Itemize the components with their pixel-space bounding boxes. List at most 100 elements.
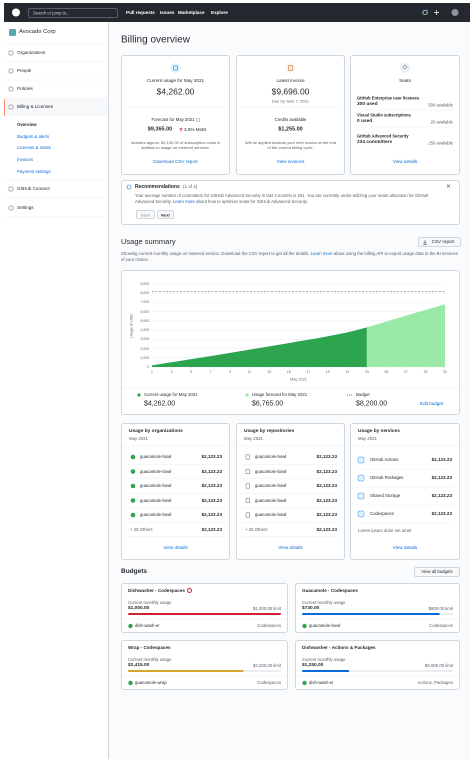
seat-used: 234 committers xyxy=(357,139,393,145)
invoice-card xyxy=(236,55,345,175)
budget-card xyxy=(121,640,288,690)
budget-usage: $1,250.00 xyxy=(302,662,324,668)
budget-bar xyxy=(128,613,281,615)
budget-services: Codespaces xyxy=(429,623,453,629)
x-tick-label: 1 xyxy=(151,369,153,374)
csv-button[interactable] xyxy=(418,237,461,247)
breakdown-link[interactable]: View details xyxy=(163,545,188,551)
breakdown-name: + 25 Others xyxy=(245,526,268,532)
seats-link[interactable]: View details xyxy=(392,159,418,165)
sidebar-item[interactable]: Billing & Licenses xyxy=(17,104,54,110)
breakdown-amount: $2,123.23 xyxy=(201,468,222,474)
sidebar-icon xyxy=(8,50,14,56)
y-tick-label: 7,000 xyxy=(140,300,150,305)
x-tick-label: 15 xyxy=(286,369,291,374)
forecast-amount: $9,365.00 xyxy=(147,126,173,133)
budget-limit: $3,200.00 limit xyxy=(253,663,281,669)
close-icon xyxy=(446,184,451,188)
sidebar-item[interactable]: Settings xyxy=(17,205,34,211)
y-tick-label: 4,000 xyxy=(140,327,150,332)
seats-icon xyxy=(400,63,410,73)
invoice-glyph xyxy=(288,65,293,71)
next-button[interactable] xyxy=(157,210,174,219)
x-tick-label: 17 xyxy=(306,369,311,374)
breakdown-amount: $2,123.23 xyxy=(431,457,452,463)
breakdown-amount: $2,123.23 xyxy=(201,497,222,503)
breakdown-name: Codespaces xyxy=(370,511,394,517)
usage-icon xyxy=(170,63,181,73)
recommendations-title: Recommendations xyxy=(135,183,180,190)
inline-link[interactable]: Learn more xyxy=(310,251,333,256)
seat-available: 250 available xyxy=(428,140,453,146)
breakdown-amount: $2,123.23 xyxy=(316,483,337,489)
org-icon xyxy=(9,29,16,36)
search-box[interactable] xyxy=(28,7,118,18)
seat-name: Visual Studio subscriptions xyxy=(357,112,411,118)
y-axis-label: Usage in USD xyxy=(129,313,134,338)
invoice-link[interactable]: View invoices xyxy=(276,159,305,165)
avatar xyxy=(451,9,459,16)
sidebar-item[interactable]: GitHub Connect xyxy=(17,186,50,192)
legend-total: $4,262.00 xyxy=(144,400,176,408)
org-avatar xyxy=(130,469,136,474)
sidebar-subitem[interactable]: Overview xyxy=(17,122,37,128)
repo-icon xyxy=(245,469,250,474)
next-label: Next xyxy=(161,211,170,217)
sidebar-subitem[interactable]: Invoices xyxy=(17,157,34,163)
sidebar-subitem[interactable]: Budgets & alerts xyxy=(17,134,50,140)
budget-owner: guacamole-wrap xyxy=(135,680,167,686)
usage-link[interactable]: Download CSV report xyxy=(153,159,198,165)
y-tick-label: 0 xyxy=(147,364,149,369)
inline-link[interactable]: Learn more xyxy=(172,198,195,204)
breakdown-name: guacamole-bowl xyxy=(255,483,287,489)
x-tick-label: 11 xyxy=(247,369,252,374)
back-label: Back xyxy=(141,211,150,217)
sidebar-item[interactable]: Organizations xyxy=(17,50,46,56)
x-tick-label: 27 xyxy=(404,369,408,374)
sidebar-icon xyxy=(8,104,14,110)
nav-link[interactable]: Issues xyxy=(160,9,175,15)
breakdown-amount: $2,123.23 xyxy=(431,511,452,517)
breakdown-name: GitHub Actions xyxy=(370,457,399,463)
breakdown-link[interactable]: View details xyxy=(392,545,418,551)
breakdown-amount: $2,123.23 xyxy=(316,526,337,532)
forecast-label: Forecast for May 2021 xyxy=(151,117,195,123)
x-tick-label: 7 xyxy=(209,369,212,374)
invoice-due: Due by June 7, 2021 xyxy=(272,98,309,104)
nav-link[interactable]: Marketplace xyxy=(178,9,205,15)
back-button[interactable] xyxy=(136,210,155,219)
nav-link[interactable]: Explore xyxy=(211,9,228,15)
sidebar-subitem[interactable]: Licenses & Seats xyxy=(17,145,51,151)
owner-avatar xyxy=(302,623,307,629)
budget-usage: $730.00 xyxy=(302,605,320,611)
view-budgets-label: View all budgets xyxy=(421,569,453,575)
sidebar-item[interactable]: People xyxy=(17,68,32,74)
alert-icon xyxy=(186,588,193,594)
service-icon xyxy=(357,474,365,482)
budget-name: Dishwasher - Actions & Packages xyxy=(302,645,376,651)
seat-name: GitHub Advanced Security xyxy=(357,133,409,139)
sidebar-subitem[interactable]: Payment settings xyxy=(17,169,51,175)
view-budgets-button[interactable] xyxy=(414,567,460,577)
seat-used: 300 used xyxy=(357,101,378,107)
edit-budget-link[interactable]: Edit budget xyxy=(420,401,444,407)
nav-link[interactable]: Pull requests xyxy=(126,9,155,15)
sidebar-item[interactable]: Policies xyxy=(17,86,33,92)
breakdown-link[interactable]: View details xyxy=(278,545,303,551)
budget-usage: $2,415.00 xyxy=(128,662,150,668)
y-tick-label: 1,000 xyxy=(140,355,150,360)
breakdown-name: guacamole-bowl xyxy=(140,512,172,518)
forecast-change: 3.6% MoM xyxy=(184,127,206,133)
y-tick-label: 8,000 xyxy=(140,291,150,296)
y-tick-label: 2,000 xyxy=(140,346,150,351)
owner-avatar xyxy=(302,680,307,686)
bulb-icon xyxy=(126,184,132,190)
breakdown-title: Usage by repositories xyxy=(244,428,295,434)
legend-swatch xyxy=(245,393,249,397)
x-axis-label: May 2021 xyxy=(290,377,307,382)
breakdown-name: guacamole-bowl xyxy=(140,497,172,503)
recommendations-count: (1 of 4) xyxy=(183,184,198,190)
x-tick-label: 25 xyxy=(384,369,389,374)
sidebar-icon xyxy=(8,86,14,92)
breakdown-period: May 2021 xyxy=(358,436,377,442)
